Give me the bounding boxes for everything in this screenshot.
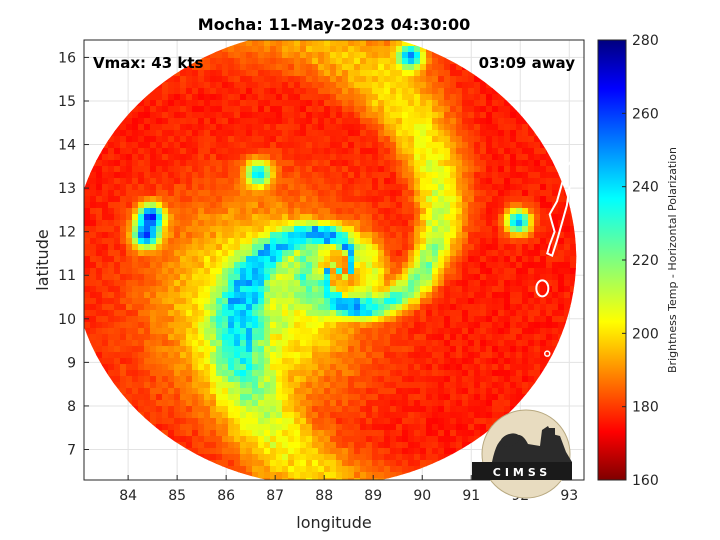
x-tick-label: 84 [119,488,137,504]
coastline [535,156,581,357]
cimss-logo: CIMSS [472,409,572,499]
cimss-logo-text: CIMSS [493,466,551,479]
colorbar-tick-label: 220 [632,253,659,269]
colorbar-tick-label: 280 [632,33,659,49]
coastline-islands [546,156,581,258]
x-axis-label: longitude [296,513,371,532]
y-tick-label: 12 [58,225,76,241]
x-tick-label: 88 [315,488,333,504]
x-tick-label: 91 [462,488,480,504]
colorbar-ticks: 160 180 200 220 240 260 280 [622,33,659,489]
colorbar-tick-label: 180 [632,400,659,416]
y-tick-label: 15 [58,94,76,110]
colorbar-tick-label: 260 [632,106,659,122]
x-tick-label: 86 [217,488,235,504]
y-tick-label: 8 [67,399,76,415]
y-tick-label: 7 [67,443,76,459]
colorbar: 160 180 200 220 240 260 280 Brightness Temp - … [597,33,679,489]
plot-frame [83,39,585,481]
vmax-annotation: Vmax: 43 kts [93,54,203,72]
y-axis-label: latitude [33,229,52,290]
y-tick-label: 13 [58,181,76,197]
colorbar-tick-label: 200 [632,326,659,342]
colorbar-tick-label: 240 [632,180,659,196]
y-tick-label: 11 [58,268,76,284]
time-away-annotation: 03:09 away [479,54,576,72]
x-tick-label: 87 [266,488,284,504]
colorbar-gradient [597,39,627,481]
colorbar-tick-label: 160 [632,473,659,489]
y-tick-label: 16 [58,50,76,66]
x-tick-label: 90 [413,488,431,504]
chart-title: Mocha: 11-May-2023 04:30:00 [198,15,470,34]
y-tick-label: 9 [67,355,76,371]
coastline-island [535,279,550,298]
x-tick-label: 93 [560,488,578,504]
x-tick-label: 85 [168,488,186,504]
y-axis-ticks: 7 8 9 10 11 12 13 14 15 16 [58,50,89,459]
coastline-islet [543,350,551,357]
x-tick-label: 89 [364,488,382,504]
y-tick-label: 14 [58,138,76,154]
colorbar-label: Brightness Temp - Horizontal Polarizatio… [666,147,679,373]
y-tick-label: 10 [58,312,76,328]
